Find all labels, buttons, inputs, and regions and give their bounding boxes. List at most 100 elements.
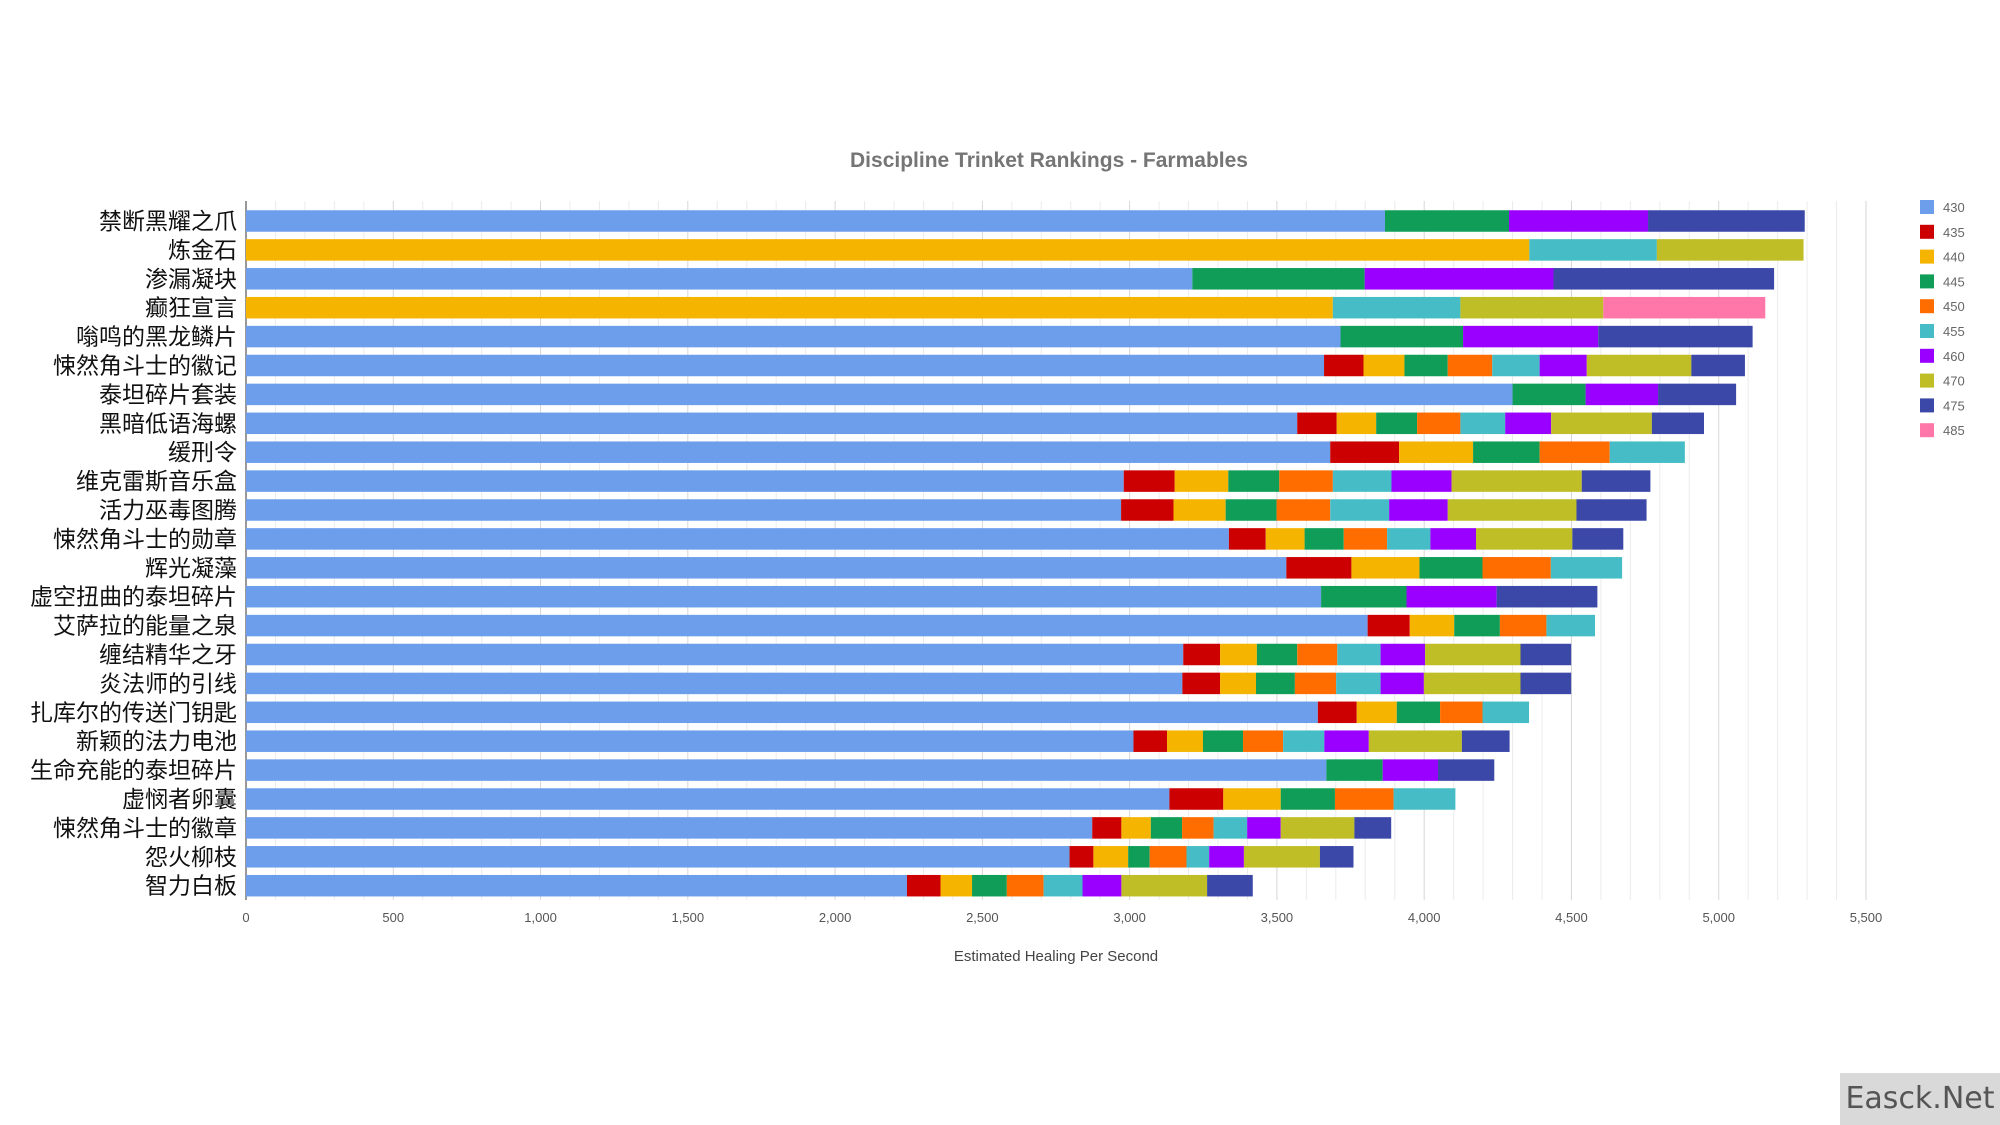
bar-segment-460 (1247, 817, 1281, 839)
legend-label: 435 (1943, 225, 1965, 240)
bar-segment-475 (1319, 846, 1354, 868)
bar-segment-455 (1186, 846, 1210, 868)
bar-segment-455 (1332, 470, 1392, 492)
bar-segment-475 (1576, 499, 1647, 521)
bar-segment-450 (1279, 470, 1333, 492)
bar-segment-430 (246, 643, 1184, 666)
x-tick-label: 3,500 (1261, 910, 1294, 925)
bar-segment-445 (1228, 470, 1280, 492)
bar-segment-435 (1121, 499, 1174, 521)
bar-segment-460 (1364, 268, 1554, 290)
bar-segment-440 (1220, 672, 1256, 695)
bar-segment-435 (1123, 470, 1175, 492)
bar-segment-430 (246, 210, 1386, 232)
bar-segment-475 (1648, 210, 1805, 232)
bar-segment-475 (1438, 759, 1495, 781)
bar-segment-430 (246, 701, 1318, 724)
bar-segment-440 (1167, 730, 1203, 752)
bar-segment-430 (246, 268, 1193, 290)
bar-segment-450 (1276, 499, 1331, 521)
bar-segment-460 (1389, 499, 1448, 521)
legend-label: 470 (1943, 374, 1965, 389)
chart-title: Discipline Trinket Rankings - Farmables (850, 149, 1248, 172)
bar-segment-430 (246, 846, 1070, 868)
bar-segment-460 (1539, 354, 1587, 377)
category-label: 活力巫毒图腾 (99, 498, 237, 524)
bar-segment-450 (1447, 354, 1493, 377)
x-tick-label: 5,500 (1850, 910, 1883, 925)
x-tick-label: 0 (242, 910, 249, 925)
bar-segment-455 (1387, 528, 1431, 550)
category-label: 炼金石 (168, 238, 237, 264)
category-label: 艾萨拉的能量之泉 (53, 614, 237, 640)
bar-segment-485 (1603, 296, 1766, 319)
legend-label: 430 (1943, 200, 1965, 215)
bar-segment-475 (1572, 528, 1624, 550)
bar-segment-440 (1409, 614, 1455, 637)
bar-segment-460 (1382, 759, 1439, 781)
bar-segment-470 (1551, 412, 1652, 435)
category-label: 新颖的法力电池 (76, 729, 237, 755)
bar-segment-430 (246, 817, 1093, 839)
bar-segment-460 (1380, 672, 1424, 695)
bar-segment-430 (246, 383, 1513, 406)
bar-segment-470 (1586, 354, 1692, 377)
bar-segment-475 (1553, 268, 1775, 290)
bar-segment-440 (1265, 528, 1305, 550)
bar-segment-455 (1492, 354, 1540, 377)
category-label: 维克雷斯音乐盒 (76, 469, 237, 495)
bar-segment-445 (1255, 672, 1295, 695)
category-label: 智力白板 (145, 874, 237, 900)
bar-segment-430 (246, 557, 1287, 579)
bar-segment-435 (1330, 441, 1400, 463)
bar-segment-475 (1658, 383, 1737, 406)
x-tick-label: 2,500 (966, 910, 999, 925)
bar-segment-450 (1243, 730, 1284, 752)
bar-segment-435 (1169, 788, 1224, 810)
bar-segment-475 (1207, 874, 1253, 897)
bar-segment-455 (1529, 239, 1657, 261)
bar-segment-460 (1585, 383, 1659, 406)
bar-segment-435 (1182, 672, 1221, 695)
bar-segment-475 (1651, 412, 1704, 435)
bar-segment-440 (246, 296, 1333, 319)
bar-segment-460 (1209, 846, 1244, 868)
bar-segment-470 (1451, 470, 1582, 492)
x-tick-label: 3,000 (1113, 910, 1146, 925)
bar-segment-470 (1656, 239, 1804, 261)
bar-segment-440 (1121, 817, 1151, 839)
bar-segment-455 (1283, 730, 1325, 752)
x-axis-label: Estimated Healing Per Second (954, 948, 1158, 965)
bar-segment-440 (1223, 788, 1281, 810)
bar-segment-455 (1332, 296, 1461, 319)
bar-segment-455 (1393, 788, 1456, 810)
legend-swatch-485 (1920, 423, 1934, 438)
bar-segment-450 (1182, 817, 1214, 839)
bar-segment-450 (1440, 701, 1483, 724)
bar-segment-460 (1380, 643, 1426, 666)
bar-segment-445 (1419, 557, 1483, 579)
bar-segment-445 (1385, 210, 1510, 232)
bar-segment-430 (246, 730, 1134, 752)
bar-segment-460 (1082, 874, 1122, 897)
bar-segment-470 (1476, 528, 1573, 550)
bar-segment-445 (1202, 730, 1244, 752)
bar-segment-445 (1304, 528, 1344, 550)
bar-segment-440 (1356, 701, 1397, 724)
bar-segment-445 (1512, 383, 1586, 406)
bar-segment-445 (1404, 354, 1448, 377)
bar-segment-430 (246, 788, 1170, 810)
bar-segment-450 (1539, 441, 1610, 463)
legend-swatch-440 (1920, 249, 1934, 264)
bar-segment-445 (972, 874, 1007, 897)
bar-segment-470 (1423, 672, 1521, 695)
legend-label: 450 (1943, 299, 1965, 314)
legend-swatch-450 (1920, 299, 1934, 314)
legend-swatch-455 (1920, 324, 1934, 338)
legend-swatch-460 (1920, 348, 1934, 363)
bar-segment-450 (1149, 846, 1187, 868)
bar-segment-455 (1550, 557, 1623, 579)
category-label: 扎库尔的传送门钥匙 (30, 700, 237, 726)
bar-segment-455 (1213, 817, 1248, 839)
bar-segment-450 (1499, 614, 1547, 637)
